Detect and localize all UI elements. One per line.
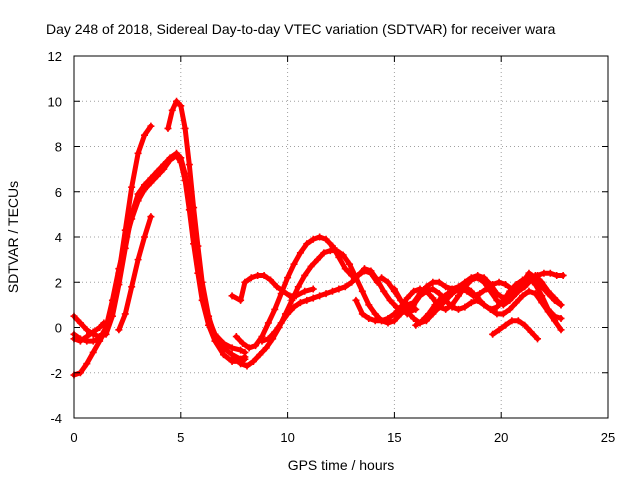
series-line (74, 153, 245, 352)
y-tick-label: 12 (48, 49, 62, 64)
chart-title: Day 248 of 2018, Sidereal Day-to-day VTE… (46, 21, 556, 37)
y-axis-label: SDTVAR / TECUs (5, 181, 21, 293)
y-tick-label: 4 (55, 230, 62, 245)
y-tick-label: -2 (50, 366, 62, 381)
series-trace-10 (258, 265, 419, 344)
y-tick-labels: -4 -2 0 2 4 6 8 10 12 (48, 49, 62, 426)
x-tick-label: 5 (177, 430, 184, 445)
y-tick-label: -4 (50, 411, 62, 426)
series-trace-7 (231, 247, 411, 369)
series-line (234, 251, 407, 366)
x-tick-label: 10 (280, 430, 294, 445)
series-trace-4 (71, 150, 249, 356)
data-series (71, 98, 567, 379)
y-tick-label: 8 (55, 140, 62, 155)
x-tick-label: 0 (70, 430, 77, 445)
x-tick-labels: 0 5 10 15 20 25 (70, 430, 615, 445)
y-tick-label: 6 (55, 185, 62, 200)
series-trace-3 (71, 152, 249, 365)
x-axis-label: GPS time / hours (288, 457, 395, 473)
grid-lines (74, 56, 608, 418)
y-tick-label: 2 (55, 275, 62, 290)
sdtvar-line-chart: Day 248 of 2018, Sidereal Day-to-day VTE… (0, 0, 640, 480)
x-tick-label: 20 (494, 430, 508, 445)
y-tick-label: 10 (48, 94, 62, 109)
x-tick-label: 25 (601, 430, 615, 445)
x-tick-label: 15 (387, 430, 401, 445)
y-tick-label: 0 (55, 321, 62, 336)
series-trace-16 (489, 317, 541, 342)
